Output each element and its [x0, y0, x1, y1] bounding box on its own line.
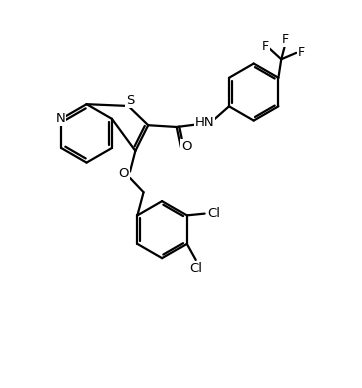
Text: N: N	[56, 112, 66, 125]
Text: F: F	[298, 46, 305, 59]
Text: O: O	[181, 140, 192, 153]
Text: Cl: Cl	[189, 262, 202, 275]
Text: F: F	[282, 33, 289, 46]
Text: S: S	[126, 94, 134, 107]
Text: O: O	[118, 167, 129, 180]
Text: HN: HN	[195, 116, 214, 129]
Text: Cl: Cl	[207, 207, 220, 220]
Text: F: F	[262, 40, 269, 53]
